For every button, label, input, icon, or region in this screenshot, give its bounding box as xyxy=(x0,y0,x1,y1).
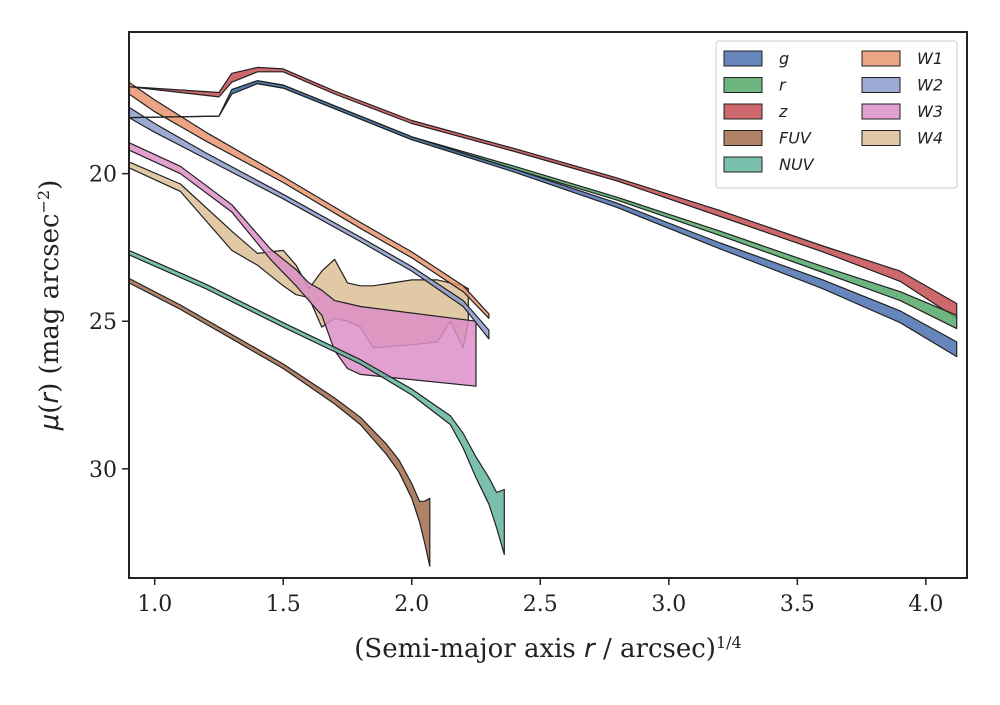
legend-swatch xyxy=(723,103,763,120)
legend-swatch xyxy=(723,156,763,173)
series-band-fuv xyxy=(128,277,431,567)
legend-item-r: r xyxy=(723,76,787,95)
legend-label: g xyxy=(779,49,789,68)
legend-label: W1 xyxy=(917,49,943,68)
series-band-w2 xyxy=(128,106,490,340)
y-tick-label: 20 xyxy=(89,163,117,188)
series-band-g xyxy=(128,80,958,358)
legend-swatch xyxy=(861,50,901,67)
legend-swatch xyxy=(723,130,763,146)
series-band-z xyxy=(128,66,958,319)
x-tick-label: 3.5 xyxy=(780,592,815,617)
legend-swatch xyxy=(861,77,901,93)
legend-item-nuv: NUV xyxy=(723,155,815,174)
x-tick-label: 2.5 xyxy=(523,592,558,617)
legend-item-w3: W3 xyxy=(861,102,943,121)
legend-label: W2 xyxy=(917,76,943,95)
series-band-w1 xyxy=(128,81,490,319)
legend-label: z xyxy=(778,102,788,121)
x-tick-label: 4.0 xyxy=(908,592,943,617)
legend-item-w1: W1 xyxy=(861,49,943,68)
series-layer xyxy=(128,66,958,567)
legend-swatch xyxy=(723,77,763,93)
legend: grz FUV NUV W1 W2 W3 W4 xyxy=(715,40,958,189)
x-axis-ticks: 1.0 1.5 2.0 2.5 3.0 3.5 4.0 xyxy=(137,578,943,617)
legend-label: W4 xyxy=(917,129,943,148)
y-axis-ticks: 20 25 30 xyxy=(89,163,129,483)
series-band-w3 xyxy=(128,142,477,387)
legend-item-g: g xyxy=(723,49,789,68)
y-tick-label: 25 xyxy=(89,310,117,335)
x-tick-label: 2.0 xyxy=(394,592,429,617)
legend-label: NUV xyxy=(779,155,815,174)
legend-item-z: z xyxy=(723,102,788,121)
plot-frame xyxy=(128,31,968,579)
legend-swatch xyxy=(861,130,901,146)
legend-item-w2: W2 xyxy=(861,76,943,95)
series-band-nuv xyxy=(128,249,505,556)
x-tick-label: 3.0 xyxy=(651,592,686,617)
x-tick-label: 1.0 xyxy=(137,592,172,617)
legend-item-fuv: FUV xyxy=(723,129,812,148)
x-tick-label: 1.5 xyxy=(266,592,301,617)
y-tick-label: 30 xyxy=(89,458,117,483)
legend-item-w4: W4 xyxy=(861,129,943,148)
legend-label: r xyxy=(779,76,787,95)
legend-label: FUV xyxy=(779,129,812,148)
legend-swatch xyxy=(723,50,763,67)
x-axis-label: (Semi-major axis r / arcsec)1/4 xyxy=(354,633,741,665)
legend-label: W3 xyxy=(917,102,943,121)
legend-swatch xyxy=(861,103,901,120)
y-axis-label: μ(r) (mag arcsec−2) xyxy=(34,180,66,432)
